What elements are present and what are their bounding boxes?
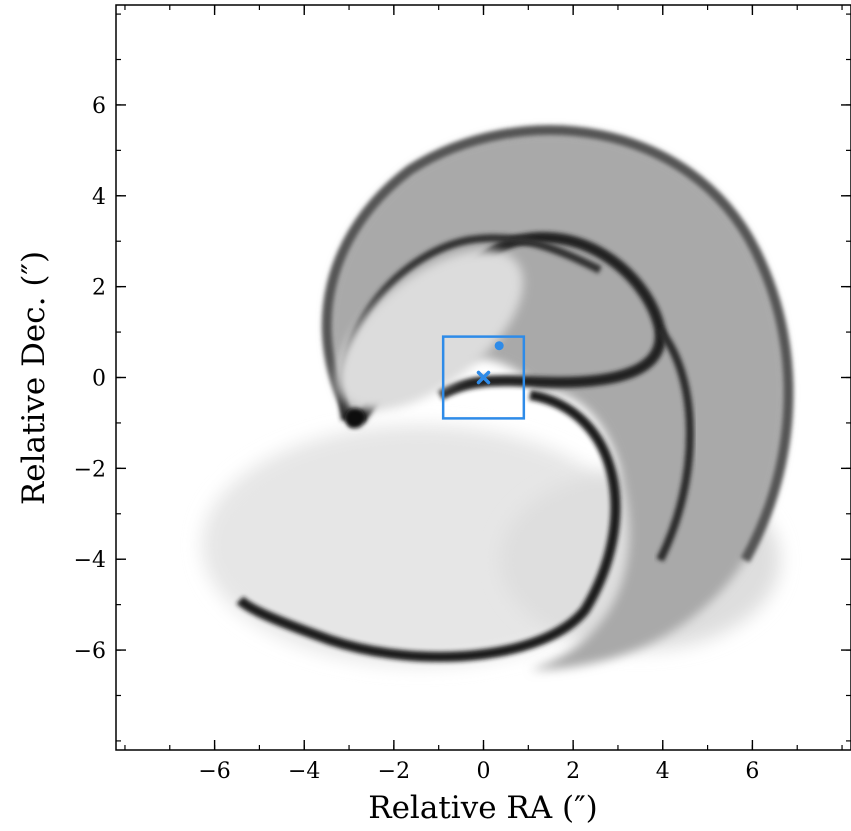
density-image xyxy=(202,125,794,670)
right-arc xyxy=(656,327,694,562)
y-tick-label: 6 xyxy=(92,94,106,119)
y-tick-label: 2 xyxy=(92,276,106,301)
x-axis-label: Relative RA (″) xyxy=(368,790,598,826)
y-tick-label: 0 xyxy=(92,367,106,392)
lower-curl xyxy=(236,390,621,662)
x-tick-label: 2 xyxy=(566,759,580,784)
cusp-tip xyxy=(345,408,365,428)
y-axis-label: Relative Dec. (″) xyxy=(16,251,52,505)
source-region-box xyxy=(441,335,526,420)
y-tick-label: −4 xyxy=(74,548,106,573)
x-tick-label: −4 xyxy=(288,759,320,784)
outer-swirl-edge xyxy=(322,125,794,563)
axis-ticks: −6 −4 −2 0 2 4 6 −6 −4 −2 0 2 4 6 xyxy=(74,5,851,784)
x-tick-label: −6 xyxy=(198,759,230,784)
x-tick-label: 6 xyxy=(745,759,759,784)
dot-marker xyxy=(494,341,504,351)
y-tick-label: 4 xyxy=(92,185,106,210)
inner-ellipse xyxy=(336,249,524,411)
y-tick-label: −6 xyxy=(74,639,106,664)
x-tick-label: −2 xyxy=(378,759,410,784)
overlay xyxy=(441,335,526,420)
cross-marker xyxy=(476,370,491,385)
y-tick-label: −2 xyxy=(74,457,106,482)
x-tick-label: 4 xyxy=(656,759,670,784)
x-tick-label: 0 xyxy=(477,759,491,784)
